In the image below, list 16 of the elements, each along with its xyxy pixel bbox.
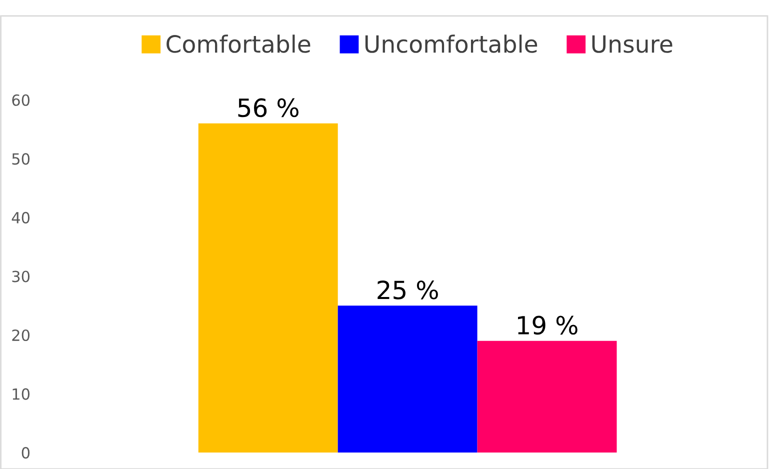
- y-tick-label: 10: [12, 388, 30, 400]
- y-tick-label: 0: [22, 447, 30, 459]
- bar: [477, 340, 617, 453]
- bar: [198, 123, 338, 453]
- y-tick-label: 30: [12, 270, 30, 282]
- bar: [338, 306, 478, 453]
- legend-label: Unsure: [592, 35, 672, 53]
- data-label: 25 %: [378, 280, 438, 300]
- y-tick-label: 40: [12, 212, 30, 224]
- y-tick-label: 60: [12, 94, 30, 106]
- data-label: 19 %: [518, 316, 578, 335]
- y-tick-label: 50: [12, 153, 30, 165]
- legend-label: Uncomfortable: [365, 34, 538, 53]
- data-label: 56 %: [238, 98, 298, 118]
- y-tick-label: 20: [12, 329, 30, 342]
- legend-label: Comfortable: [166, 34, 310, 53]
